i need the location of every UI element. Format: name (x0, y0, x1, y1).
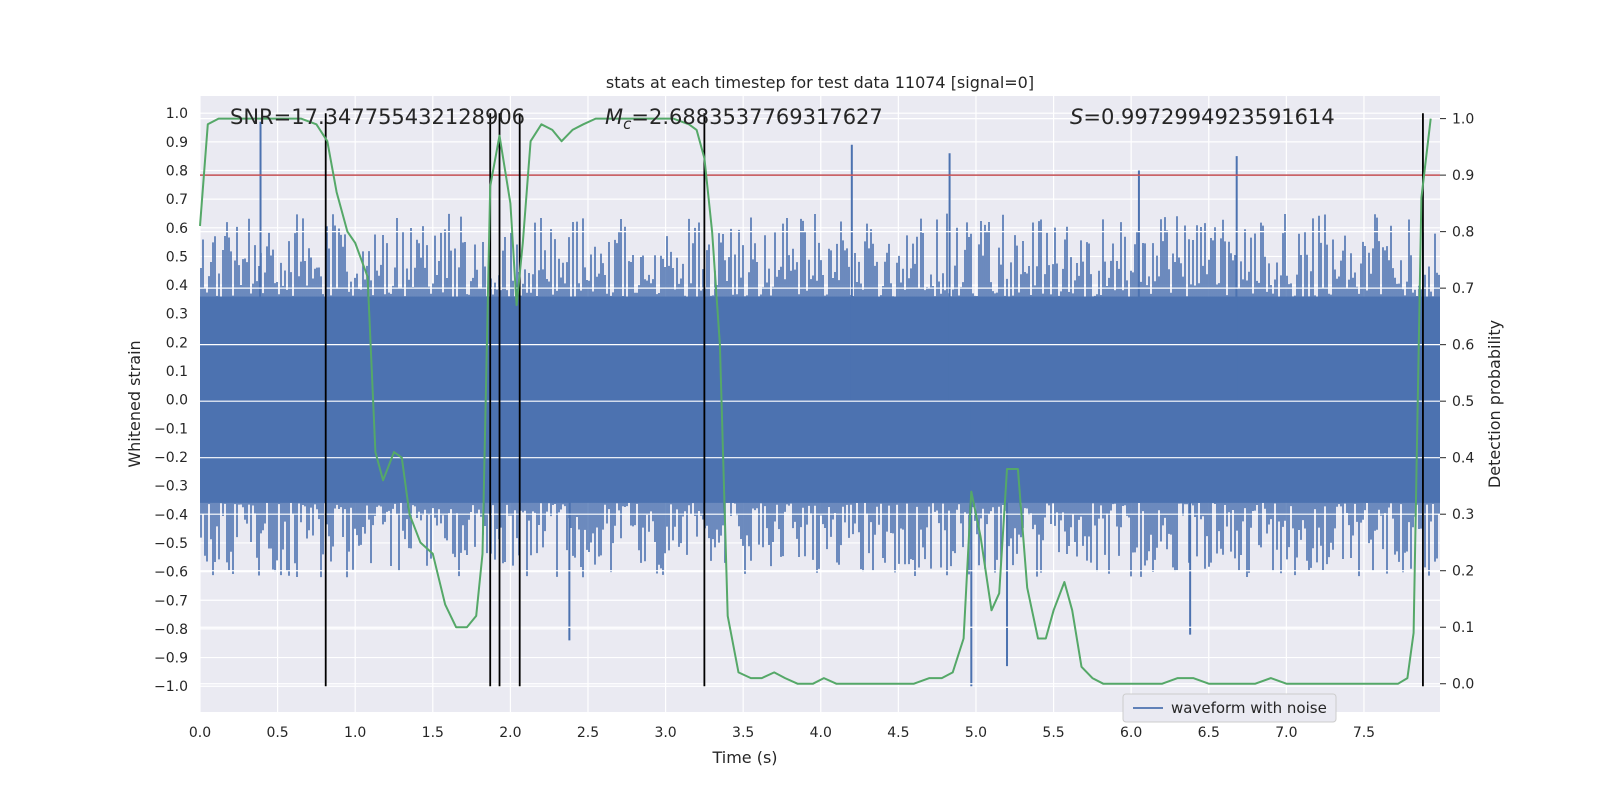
y-tick-label: 0.3 (166, 307, 188, 323)
s-value: =0.9972994923591614 (1083, 105, 1334, 129)
chart-title: stats at each timestep for test data 110… (606, 73, 1034, 92)
y2-tick-label: 0.2 (1452, 564, 1474, 580)
x-axis-ticks: 0.0 0.5 1.0 1.5 2.0 2.5 3.0 3.5 4.0 4.5 5.0 5.5 6.0 6… (189, 725, 1375, 741)
y-tick-label: 0.8 (166, 163, 188, 179)
y2-axis-label: Detection probability (1485, 320, 1504, 488)
snr-annotation: SNR=17.347755432128906 (230, 105, 525, 129)
x-tick-label: 4.0 (810, 725, 832, 741)
y2-tick-label: 0.6 (1452, 338, 1474, 354)
y-tick-label: 0.9 (166, 135, 188, 151)
x-tick-label: 2.0 (499, 725, 521, 741)
mc-subscript: c (623, 115, 632, 133)
legend-box (1122, 693, 1337, 723)
legend: waveform with noise (1122, 693, 1337, 723)
x-tick-label: 3.5 (732, 725, 754, 741)
y2-tick-label: 0.5 (1452, 394, 1474, 410)
detection-probability-line (199, 117, 1432, 685)
y2-tick-label: 0.4 (1452, 451, 1474, 467)
s-symbol: S (1070, 105, 1083, 129)
x-tick-label: 6.5 (1198, 725, 1220, 741)
y-tick-label: 0.0 (166, 393, 188, 409)
x-tick-label: 7.0 (1275, 725, 1297, 741)
y-tick-label: −0.1 (154, 421, 188, 437)
x-tick-label: 5.0 (965, 725, 987, 741)
s-annotation: S=0.9972994923591614 (1070, 105, 1335, 129)
x-tick-label: 4.5 (887, 725, 909, 741)
y2-tick-label: 0.3 (1452, 507, 1474, 523)
x-tick-label: 5.5 (1042, 725, 1064, 741)
y-tick-label: −0.4 (154, 507, 188, 523)
mc-value: =2.6883537769317627 (631, 105, 882, 129)
detection-probability-series (199, 117, 1432, 685)
y-tick-label: −0.5 (154, 536, 188, 552)
y2-tick-label: 1.0 (1452, 112, 1474, 128)
x-tick-label: 0.5 (266, 725, 288, 741)
y-axis-ticks: 1.0 0.9 0.8 0.7 0.6 0.5 0.4 0.3 0.2 0.1 0.0 −0.1 −0.… (154, 106, 188, 695)
x-tick-label: 1.5 (422, 725, 444, 741)
y2-tick-label: 0.0 (1452, 677, 1474, 693)
y-tick-label: 0.5 (166, 249, 188, 265)
y2-tick-label: 0.8 (1452, 225, 1474, 241)
x-tick-label: 3.0 (654, 725, 676, 741)
x-tick-label: 6.0 (1120, 725, 1142, 741)
y-tick-label: −0.3 (154, 479, 188, 495)
x-axis-label: Time (s) (711, 748, 777, 767)
y-tick-label: 0.4 (166, 278, 188, 294)
y-tick-label: −0.8 (154, 622, 188, 638)
y2-tick-label: 0.7 (1452, 281, 1474, 297)
waveform-with-noise-series (200, 121, 1440, 687)
y-tick-label: −1.0 (154, 679, 188, 695)
y-tick-label: 0.7 (166, 192, 188, 208)
mc-symbol: M (605, 105, 623, 129)
y-tick-label: −0.9 (154, 651, 188, 667)
chirp-mass-annotation: Mc=2.6883537769317627 (605, 105, 883, 133)
y2-tick-label: 0.9 (1452, 168, 1474, 184)
x-tick-label: 1.0 (344, 725, 366, 741)
y-tick-label: 1.0 (166, 106, 188, 122)
y-tick-label: 0.1 (166, 364, 188, 380)
y-axis-label: Whitened strain (125, 340, 144, 467)
x-tick-label: 0.0 (189, 725, 211, 741)
x-tick-label: 7.5 (1353, 725, 1375, 741)
y-tick-label: −0.2 (154, 450, 188, 466)
y2-axis-ticks: 1.0 0.9 0.8 0.7 0.6 0.5 0.4 0.3 0.2 0.1 0.0 (1440, 112, 1474, 693)
x-tick-label: 2.5 (577, 725, 599, 741)
y-tick-label: −0.6 (154, 565, 188, 581)
y-tick-label: 0.2 (166, 335, 188, 351)
legend-label: waveform with noise (1171, 699, 1327, 717)
y-tick-label: −0.7 (154, 593, 188, 609)
y2-tick-label: 0.1 (1452, 620, 1474, 636)
y-tick-label: 0.6 (166, 221, 188, 237)
